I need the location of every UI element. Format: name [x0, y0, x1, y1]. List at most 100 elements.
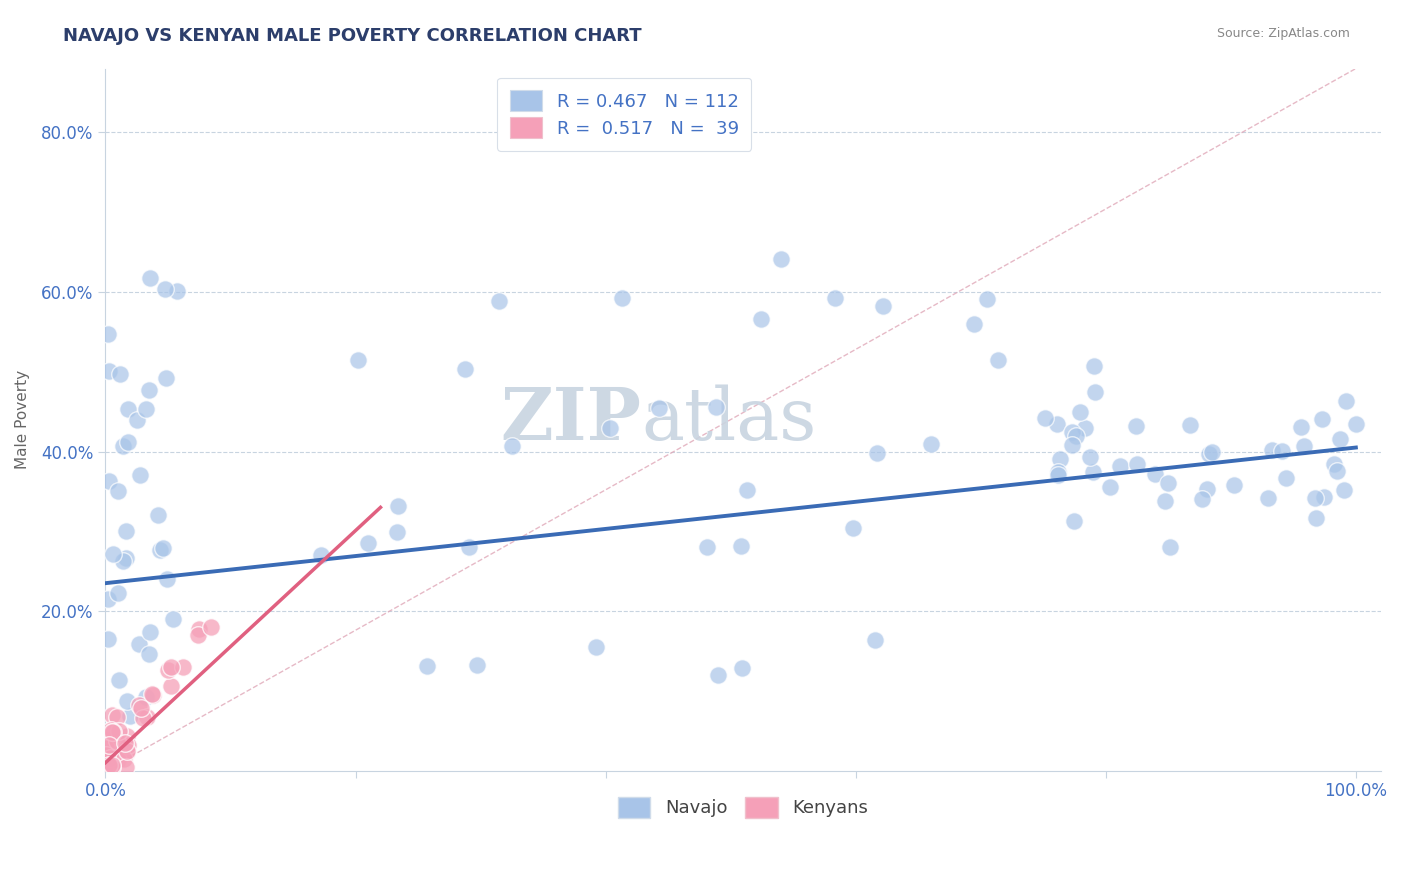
Point — [138, 625, 160, 640]
Point — [155, 282, 177, 296]
Point — [1271, 444, 1294, 458]
Point — [155, 371, 177, 385]
Point — [1046, 465, 1069, 479]
Point — [1062, 425, 1084, 439]
Point — [385, 525, 408, 540]
Point — [770, 252, 793, 266]
Point — [105, 710, 128, 724]
Point — [1329, 432, 1351, 446]
Point — [976, 293, 998, 307]
Point — [103, 724, 125, 739]
Point — [612, 292, 634, 306]
Point — [129, 467, 152, 482]
Point — [865, 446, 887, 460]
Point — [488, 293, 510, 308]
Point — [98, 364, 121, 378]
Point — [501, 439, 523, 453]
Point — [138, 647, 160, 661]
Point — [100, 751, 122, 765]
Point — [98, 739, 121, 753]
Point — [1049, 452, 1071, 467]
Point — [117, 730, 139, 744]
Point — [824, 291, 846, 305]
Point — [107, 586, 129, 600]
Point — [159, 659, 181, 673]
Point — [98, 475, 121, 489]
Point — [1063, 514, 1085, 528]
Point — [1083, 465, 1105, 479]
Point — [1078, 450, 1101, 464]
Point — [94, 747, 117, 762]
Point — [1195, 482, 1218, 496]
Point — [1154, 494, 1177, 508]
Point — [117, 745, 139, 759]
Point — [108, 724, 131, 739]
Point — [842, 521, 865, 535]
Point — [1074, 421, 1097, 435]
Point — [117, 401, 139, 416]
Point — [1323, 457, 1346, 471]
Point — [1178, 417, 1201, 432]
Point — [101, 760, 124, 774]
Point — [920, 437, 942, 451]
Point — [309, 548, 332, 562]
Point — [131, 701, 153, 715]
Point — [115, 694, 138, 708]
Point — [187, 628, 209, 642]
Point — [107, 673, 129, 687]
Point — [187, 622, 209, 636]
Point — [1313, 490, 1336, 504]
Point — [1033, 411, 1056, 425]
Point — [117, 738, 139, 752]
Point — [696, 541, 718, 555]
Point — [94, 758, 117, 772]
Point — [1069, 405, 1091, 419]
Point — [457, 540, 479, 554]
Point — [1099, 480, 1122, 494]
Point — [112, 554, 135, 568]
Point — [1125, 457, 1147, 471]
Point — [387, 499, 409, 513]
Point — [172, 659, 194, 673]
Point — [731, 661, 754, 675]
Point — [1303, 491, 1326, 505]
Point — [135, 401, 157, 416]
Point — [1060, 438, 1083, 452]
Point — [107, 753, 129, 767]
Point — [1294, 439, 1316, 453]
Text: Source: ZipAtlas.com: Source: ZipAtlas.com — [1216, 27, 1350, 40]
Point — [1046, 417, 1069, 432]
Point — [166, 284, 188, 298]
Point — [1261, 443, 1284, 458]
Point — [872, 299, 894, 313]
Point — [141, 687, 163, 701]
Point — [97, 632, 120, 646]
Point — [108, 368, 131, 382]
Point — [114, 551, 136, 566]
Point — [107, 483, 129, 498]
Point — [1066, 429, 1088, 443]
Point — [117, 434, 139, 449]
Point — [136, 710, 159, 724]
Point — [1159, 541, 1181, 555]
Point — [1047, 468, 1070, 483]
Point — [1198, 447, 1220, 461]
Point — [1191, 492, 1213, 507]
Point — [101, 708, 124, 723]
Point — [105, 734, 128, 748]
Point — [1305, 511, 1327, 525]
Point — [96, 732, 118, 747]
Point — [96, 760, 118, 774]
Y-axis label: Male Poverty: Male Poverty — [15, 370, 30, 469]
Point — [735, 483, 758, 497]
Point — [1201, 445, 1223, 459]
Point — [100, 723, 122, 738]
Point — [1310, 412, 1333, 426]
Point — [1125, 419, 1147, 434]
Point — [1083, 359, 1105, 374]
Point — [97, 591, 120, 606]
Point — [162, 612, 184, 626]
Point — [1144, 467, 1167, 481]
Point — [156, 572, 179, 586]
Point — [112, 752, 135, 766]
